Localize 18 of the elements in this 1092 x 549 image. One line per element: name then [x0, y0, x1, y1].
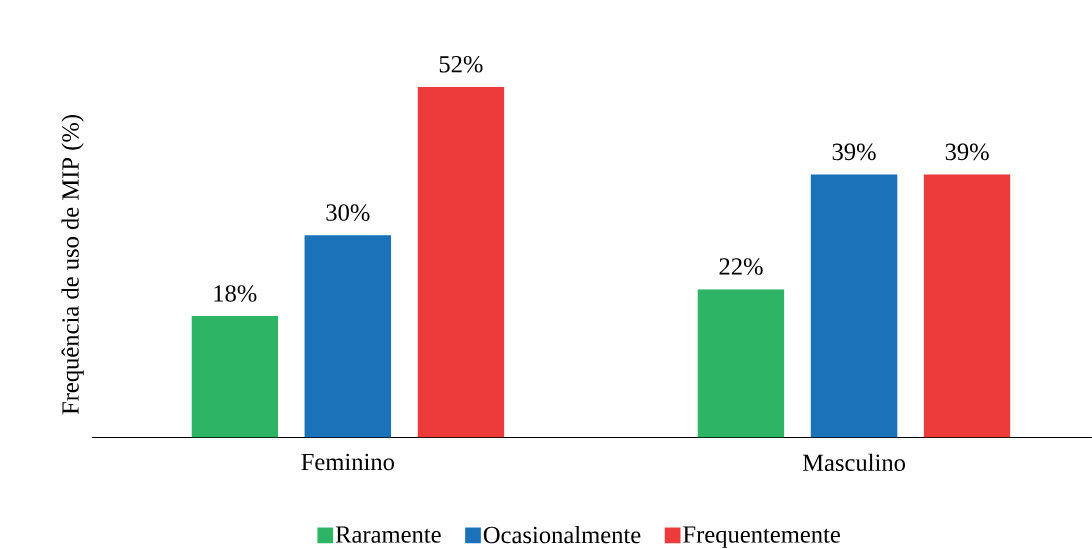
data-label: 39%: [832, 143, 876, 161]
data-label: 30%: [326, 204, 370, 222]
legend-label: Ocasionalmente: [483, 526, 641, 544]
x-tick-label: Masculino: [802, 453, 905, 472]
y-axis-title: Frequência de uso de MIP (%): [61, 115, 84, 415]
data-label: 18%: [214, 285, 257, 303]
x-tick-label: Feminino: [301, 453, 394, 471]
bar: [191, 316, 279, 438]
legend-label: Raramente: [335, 526, 441, 544]
bar: [810, 174, 898, 438]
bar: [304, 235, 392, 438]
data-label: 22%: [719, 258, 763, 276]
bar: [923, 174, 1011, 438]
data-label: 52%: [439, 56, 483, 73]
data-label: 39%: [945, 143, 989, 161]
bar: [697, 289, 785, 438]
legend-label: Frequentemente: [683, 526, 840, 548]
bar: [417, 87, 505, 438]
